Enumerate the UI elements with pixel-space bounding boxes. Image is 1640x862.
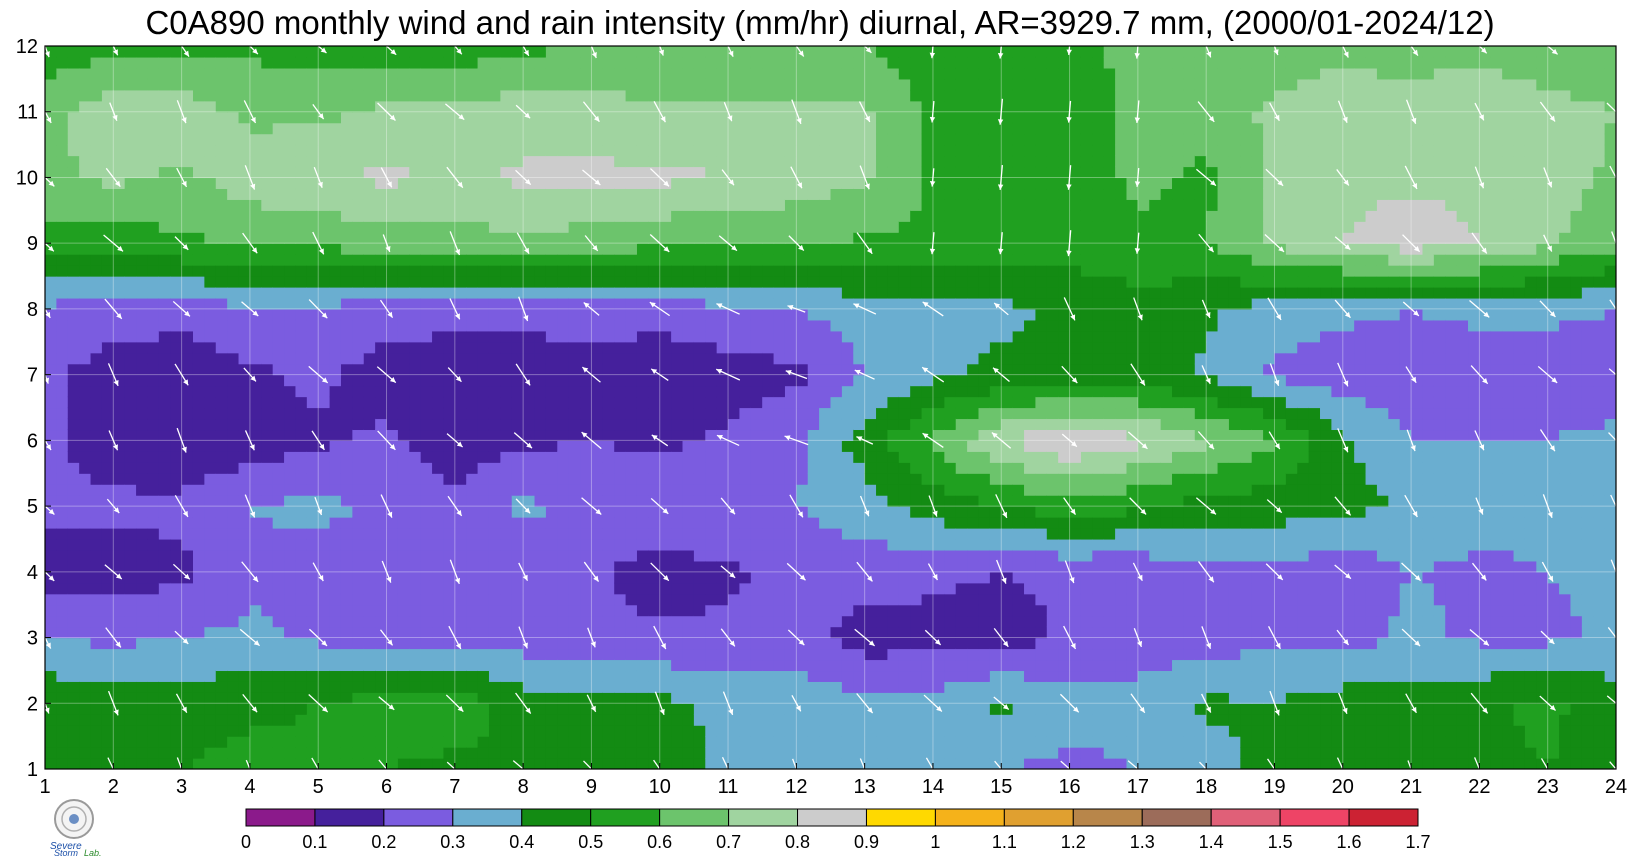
colorbar-label: 0.7 <box>716 832 741 852</box>
colorbar-swatch <box>729 809 798 826</box>
colorbar-swatch <box>384 809 453 826</box>
x-tick-label: 11 <box>718 776 739 798</box>
x-tick-label: 17 <box>1127 776 1149 798</box>
x-tick-label: 13 <box>854 776 876 798</box>
colorbar-label: 1.5 <box>1268 832 1293 852</box>
x-tick-label: 3 <box>176 776 187 798</box>
colorbar-label: 1.1 <box>992 832 1017 852</box>
colorbar-label: 0.9 <box>854 832 879 852</box>
colorbar-label: 0.4 <box>509 832 534 852</box>
y-tick-label: 9 <box>27 233 38 255</box>
colorbar-swatch <box>660 809 729 826</box>
y-tick-label: 5 <box>27 496 38 518</box>
x-tick-label: 22 <box>1468 776 1490 798</box>
y-tick-label: 4 <box>27 562 38 584</box>
colorbar-swatch <box>1349 809 1418 826</box>
seal-icon: Severe Storm Lab. <box>48 795 118 857</box>
y-tick-label: 11 <box>17 102 38 124</box>
colorbar-swatch <box>522 809 591 826</box>
y-tick-label: 12 <box>16 36 38 58</box>
y-tick-label: 7 <box>27 365 38 387</box>
colorbar: 0 0.1 0.2 0.3 0.4 0.5 0.6 0.7 0.8 0.9 1 1.1 1.2 1.3 1.… <box>241 809 1431 852</box>
colorbar-label: 0 <box>241 832 251 852</box>
colorbar-swatch <box>591 809 660 826</box>
y-tick-label: 8 <box>27 299 38 321</box>
x-tick-label: 9 <box>586 776 597 798</box>
y-tick-label: 1 <box>27 759 38 781</box>
y-tick-label: 10 <box>16 167 38 189</box>
x-tick-label: 12 <box>785 776 807 798</box>
colorbar-label: 0.8 <box>785 832 810 852</box>
colorbar-swatch <box>1073 809 1142 826</box>
colorbar-swatch <box>1211 809 1280 826</box>
colorbar-label: 0.6 <box>647 832 672 852</box>
colorbar-swatch <box>1142 809 1211 826</box>
x-tick-label: 15 <box>990 776 1012 798</box>
colorbar-label: 0.3 <box>440 832 465 852</box>
colorbar-swatch <box>866 809 935 826</box>
x-tick-label: 5 <box>313 776 324 798</box>
y-tick-label: 3 <box>27 628 38 650</box>
x-tick-label: 6 <box>381 776 392 798</box>
x-tick-label: 4 <box>244 776 255 798</box>
colorbar-label: 1.2 <box>1061 832 1086 852</box>
x-tick-label: 10 <box>649 776 671 798</box>
x-tick-label: 14 <box>922 776 944 798</box>
colorbar-label: 1.4 <box>1199 832 1224 852</box>
colorbar-swatch <box>315 809 384 826</box>
x-tick-label: 16 <box>1058 776 1080 798</box>
x-tick-label: 8 <box>518 776 529 798</box>
colorbar-label: 0.5 <box>578 832 603 852</box>
severe-storm-lab-logo: Severe Storm Lab. <box>48 795 118 857</box>
colorbar-label: 0.2 <box>371 832 396 852</box>
x-tick-label: 23 <box>1537 776 1559 798</box>
colorbar-label: 1.3 <box>1130 832 1155 852</box>
colorbar-label: 1.6 <box>1337 832 1362 852</box>
colorbar-swatch <box>935 809 1004 826</box>
x-tick-label: 21 <box>1400 776 1422 798</box>
colorbar-label: 1 <box>930 832 940 852</box>
colorbar-swatch <box>1280 809 1349 826</box>
colorbar-swatch <box>1004 809 1073 826</box>
colorbar-swatch <box>246 809 315 826</box>
colorbar-swatch <box>453 809 522 826</box>
y-tick-label: 2 <box>27 693 38 715</box>
x-tick-label: 7 <box>449 776 460 798</box>
colorbar-label: 0.1 <box>302 832 327 852</box>
x-tick-label: 24 <box>1605 776 1627 798</box>
contour-fill-layer <box>45 46 1617 770</box>
x-tick-label: 20 <box>1332 776 1354 798</box>
colorbar-label: 1.7 <box>1405 832 1430 852</box>
colorbar-swatch <box>798 809 867 826</box>
x-tick-label: 19 <box>1263 776 1285 798</box>
y-tick-label: 6 <box>27 430 38 452</box>
x-tick-label: 18 <box>1195 776 1217 798</box>
